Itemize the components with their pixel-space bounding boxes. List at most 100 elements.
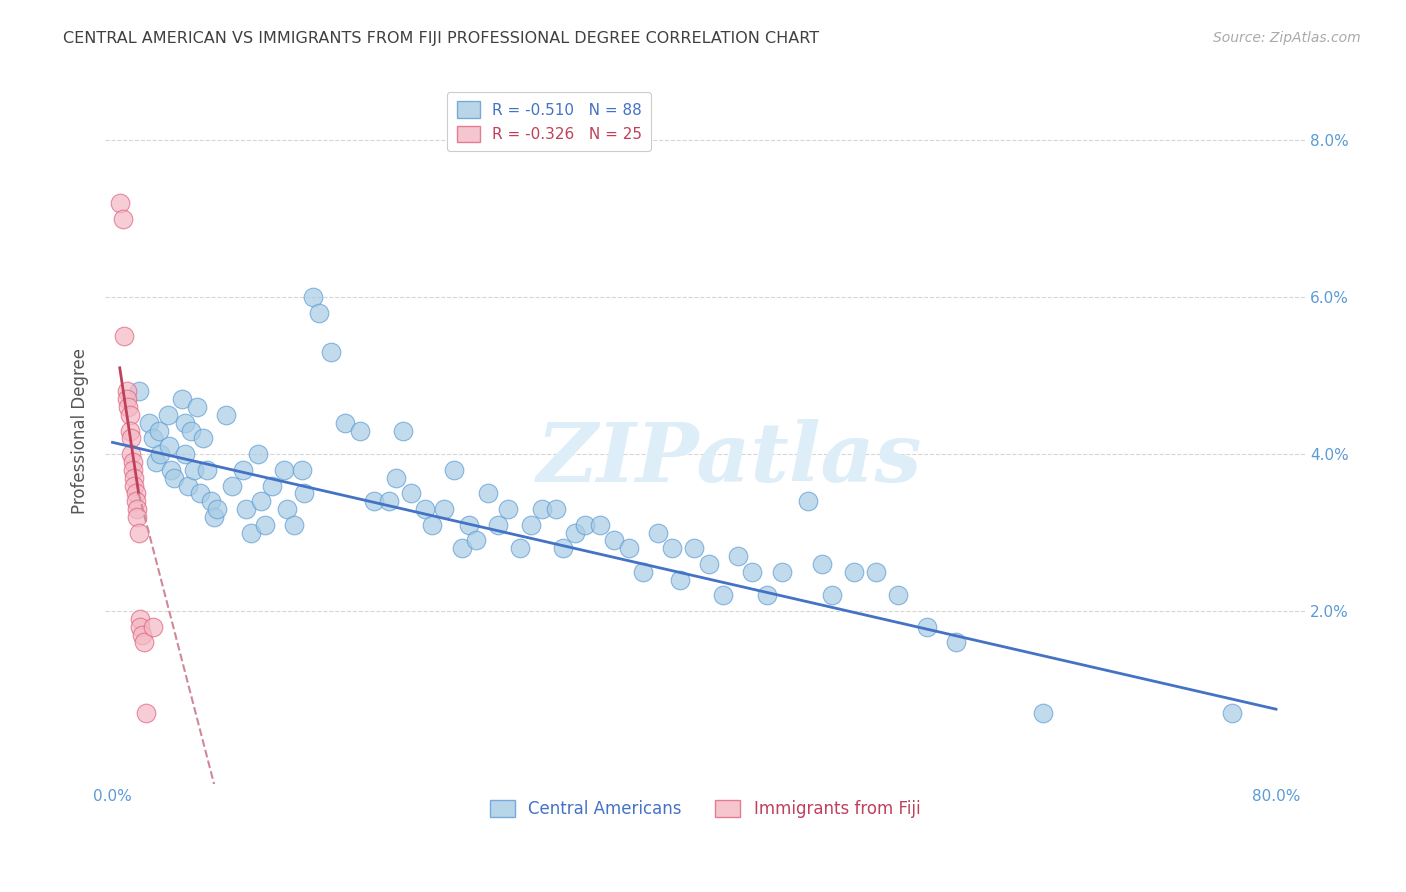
Point bbox=[134, 635, 156, 649]
Point bbox=[811, 557, 834, 571]
Point bbox=[128, 525, 150, 540]
Point bbox=[177, 478, 200, 492]
Point bbox=[145, 455, 167, 469]
Point bbox=[148, 424, 170, 438]
Point bbox=[520, 517, 543, 532]
Text: CENTRAL AMERICAN VS IMMIGRANTS FROM FIJI PROFESSIONAL DEGREE CORRELATION CHART: CENTRAL AMERICAN VS IMMIGRANTS FROM FIJI… bbox=[63, 31, 820, 46]
Point bbox=[546, 502, 568, 516]
Point bbox=[121, 463, 143, 477]
Point bbox=[195, 463, 218, 477]
Point bbox=[250, 494, 273, 508]
Point bbox=[496, 502, 519, 516]
Point bbox=[125, 494, 148, 508]
Point bbox=[727, 549, 749, 563]
Point bbox=[246, 447, 269, 461]
Legend: Central Americans, Immigrants from Fiji: Central Americans, Immigrants from Fiji bbox=[484, 793, 927, 825]
Point bbox=[129, 620, 152, 634]
Point bbox=[770, 565, 793, 579]
Point bbox=[121, 455, 143, 469]
Point bbox=[156, 408, 179, 422]
Point bbox=[308, 306, 330, 320]
Point bbox=[159, 463, 181, 477]
Point bbox=[661, 541, 683, 556]
Point bbox=[683, 541, 706, 556]
Point bbox=[697, 557, 720, 571]
Point bbox=[617, 541, 640, 556]
Point bbox=[215, 408, 238, 422]
Point bbox=[118, 408, 141, 422]
Point bbox=[668, 573, 690, 587]
Point bbox=[530, 502, 553, 516]
Point bbox=[111, 211, 134, 226]
Point bbox=[633, 565, 655, 579]
Point bbox=[254, 517, 277, 532]
Point bbox=[915, 620, 938, 634]
Point bbox=[120, 432, 142, 446]
Point bbox=[887, 588, 910, 602]
Text: ZIPatlas: ZIPatlas bbox=[537, 419, 922, 499]
Point bbox=[319, 345, 342, 359]
Point bbox=[290, 463, 312, 477]
Point bbox=[142, 620, 165, 634]
Point bbox=[157, 439, 180, 453]
Point bbox=[1222, 706, 1244, 720]
Point bbox=[124, 471, 146, 485]
Point bbox=[205, 502, 228, 516]
Point bbox=[118, 424, 141, 438]
Point bbox=[302, 290, 325, 304]
Point bbox=[127, 509, 149, 524]
Point bbox=[108, 196, 131, 211]
Point bbox=[262, 478, 284, 492]
Point bbox=[457, 517, 479, 532]
Point bbox=[127, 502, 149, 516]
Point bbox=[385, 471, 408, 485]
Point bbox=[162, 471, 184, 485]
Point bbox=[865, 565, 887, 579]
Point bbox=[450, 541, 472, 556]
Point bbox=[363, 494, 385, 508]
Point bbox=[443, 463, 465, 477]
Point bbox=[232, 463, 254, 477]
Point bbox=[115, 392, 138, 407]
Point bbox=[131, 627, 153, 641]
Point bbox=[465, 533, 488, 548]
Point bbox=[399, 486, 422, 500]
Point bbox=[711, 588, 734, 602]
Point bbox=[844, 565, 866, 579]
Point bbox=[142, 432, 165, 446]
Point bbox=[117, 400, 139, 414]
Point bbox=[180, 424, 202, 438]
Point bbox=[191, 432, 214, 446]
Point bbox=[821, 588, 844, 602]
Point bbox=[509, 541, 531, 556]
Point bbox=[273, 463, 295, 477]
Point bbox=[149, 447, 172, 461]
Point bbox=[188, 486, 211, 500]
Point bbox=[294, 486, 316, 500]
Point bbox=[574, 517, 596, 532]
Point bbox=[422, 517, 444, 532]
Point bbox=[235, 502, 257, 516]
Point bbox=[186, 400, 208, 414]
Point bbox=[172, 392, 194, 407]
Point bbox=[276, 502, 298, 516]
Point bbox=[200, 494, 222, 508]
Point bbox=[129, 612, 152, 626]
Text: Source: ZipAtlas.com: Source: ZipAtlas.com bbox=[1213, 31, 1361, 45]
Point bbox=[433, 502, 456, 516]
Point bbox=[335, 416, 357, 430]
Point bbox=[392, 424, 415, 438]
Point bbox=[135, 706, 157, 720]
Y-axis label: Professional Degree: Professional Degree bbox=[72, 348, 89, 514]
Point bbox=[283, 517, 305, 532]
Point bbox=[115, 384, 138, 399]
Point bbox=[183, 463, 205, 477]
Point bbox=[553, 541, 575, 556]
Point bbox=[796, 494, 818, 508]
Point bbox=[945, 635, 967, 649]
Point bbox=[589, 517, 612, 532]
Point bbox=[413, 502, 436, 516]
Point bbox=[221, 478, 243, 492]
Point bbox=[486, 517, 509, 532]
Point bbox=[477, 486, 499, 500]
